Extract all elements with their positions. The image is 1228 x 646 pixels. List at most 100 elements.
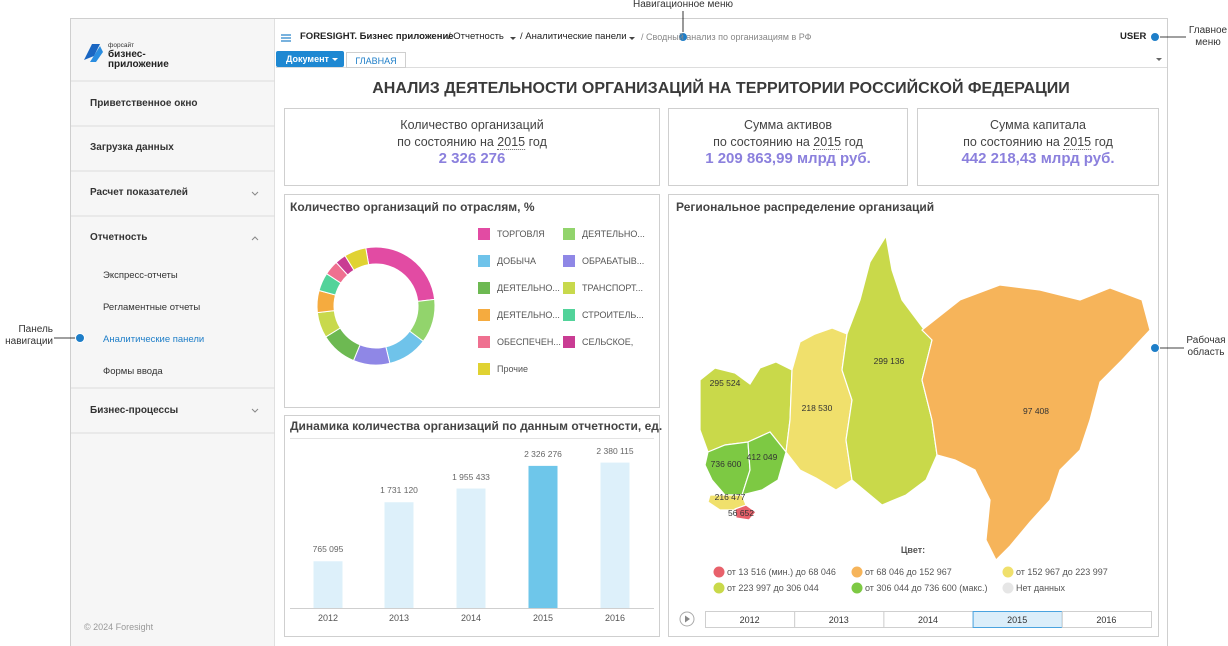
kpi-prefix: по состоянию на <box>713 135 810 149</box>
bar <box>456 488 486 608</box>
panel <box>284 194 660 408</box>
play-icon <box>685 615 690 623</box>
kpi-suffix: год <box>844 135 863 149</box>
legend-label: от 223 997 до 306 044 <box>727 583 819 593</box>
kpi-year[interactable]: 2015 <box>497 135 526 150</box>
bar-label: 765 095 <box>312 544 344 555</box>
tab[interactable] <box>346 52 406 68</box>
legend-swatch <box>713 566 725 578</box>
breadcrumb-text[interactable]: Аналитические панели <box>525 31 627 42</box>
donut-slice <box>344 247 370 271</box>
toolbar-caret[interactable] <box>1156 58 1162 61</box>
region-label: 299 136 <box>873 356 905 366</box>
document-button[interactable] <box>276 51 344 67</box>
bar <box>313 561 343 608</box>
legend-label: от 68 046 до 152 967 <box>865 567 952 577</box>
bar-label: 1 731 120 <box>380 485 418 496</box>
kpi-card <box>668 108 908 186</box>
legend-label: от 306 044 до 736 600 (макс.) <box>865 583 988 593</box>
region-label: 56 652 <box>728 508 754 518</box>
legend-swatch <box>478 282 490 294</box>
logo-icon <box>90 46 103 62</box>
bar <box>528 465 558 608</box>
legend-label: ДЕЯТЕЛЬНО... <box>497 310 560 320</box>
kpi-value: 442 218,43 млрд руб. <box>961 150 1115 167</box>
sidebar-separators <box>71 80 275 434</box>
tab-label[interactable]: ГЛАВНАЯ <box>355 56 397 66</box>
legend-title: Цвет: <box>900 545 926 555</box>
callout-text: Навигационное меню <box>633 0 733 10</box>
x-tick-label: 2015 <box>532 613 554 623</box>
dropdown-caret[interactable] <box>510 37 516 40</box>
dropdown-caret[interactable] <box>629 37 635 40</box>
breadcrumb-text[interactable]: Отчетность <box>453 31 504 42</box>
legend-label: Нет данных <box>1016 583 1065 593</box>
region-label: 216 477 <box>714 492 746 502</box>
region-label: 97 408 <box>1023 406 1049 416</box>
year-cell[interactable] <box>1061 611 1153 628</box>
kpi-year[interactable]: 2015 <box>1063 135 1092 150</box>
legend-label: ОБРАБАТЫВ... <box>582 256 645 266</box>
region-label: 295 524 <box>709 378 741 388</box>
legend-swatch <box>1002 582 1014 594</box>
nav-subitem[interactable]: Регламентные отчеты <box>103 302 201 313</box>
kpi-value: 2 326 276 <box>438 150 506 167</box>
kpi-title: Количество организаций <box>400 118 544 132</box>
nav-item[interactable]: Отчетность <box>90 232 148 243</box>
kpi-prefix: по состоянию на <box>397 135 494 149</box>
region-label: 218 530 <box>801 403 833 413</box>
legend-swatch <box>851 566 863 578</box>
logo-icon <box>84 44 100 60</box>
legend-label: ТОРГОВЛЯ <box>497 229 545 239</box>
callout-text: Главное меню <box>1188 25 1228 48</box>
bar <box>600 462 630 608</box>
bar-label: 2 326 276 <box>524 448 562 459</box>
legend-swatch <box>563 228 575 240</box>
legend-swatch <box>478 228 490 240</box>
kpi-period: по состоянию на 2015 год <box>397 134 547 150</box>
legend-label: ОБЕСПЕЧЕН... <box>497 337 561 347</box>
region-label: 736 600 <box>710 459 742 469</box>
map-region <box>741 431 787 496</box>
callout-text: Панель навигации <box>5 324 53 347</box>
kpi-year[interactable]: 2015 <box>813 135 842 150</box>
document-label[interactable]: Документ <box>286 54 329 64</box>
breadcrumb: / Сводный анализ по организациям в РФ <box>641 32 812 42</box>
legend-swatch <box>478 336 490 348</box>
nav-subitem[interactable]: Формы ввода <box>103 366 163 377</box>
kpi-title: Сумма активов <box>743 118 833 132</box>
hamburger[interactable] <box>281 34 291 42</box>
nav-subitem[interactable]: Аналитические панели <box>103 334 205 345</box>
breadcrumb[interactable]: / Аналитические панели <box>520 31 627 42</box>
kpi-suffix: год <box>528 135 547 149</box>
nav-item[interactable]: Расчет показателей <box>90 187 188 198</box>
legend-swatch <box>1002 566 1014 578</box>
user-menu[interactable]: USER <box>1120 31 1147 42</box>
x-tick-label: 2013 <box>388 613 410 623</box>
logo-brand: форсайт <box>108 42 135 49</box>
year-label: 2013 <box>828 615 849 625</box>
legend-swatch <box>563 282 575 294</box>
app-name[interactable]: FORESIGHT. Бизнес приложение <box>300 31 454 42</box>
app-frame <box>70 18 1168 646</box>
dashboard-title: АНАЛИЗ ДЕЯТЕЛЬНОСТИ ОРГАНИЗАЦИЙ НА ТЕРРИ… <box>372 80 1070 97</box>
kpi-title: Сумма капитала <box>990 118 1086 132</box>
legend-label: ТРАНСПОРТ... <box>582 283 643 293</box>
legend-swatch <box>713 582 725 594</box>
logo-text: бизнес- <box>108 49 146 60</box>
nav-item[interactable]: Приветственное окно <box>90 98 198 109</box>
map-region <box>921 284 1151 562</box>
legend-label: СЕЛЬСКОЕ, <box>582 337 634 347</box>
nav-subitem[interactable]: Экспресс-отчеты <box>103 270 178 281</box>
legend-label: от 152 967 до 223 997 <box>1016 567 1108 577</box>
map-region <box>734 504 757 521</box>
nav-item[interactable]: Загрузка данных <box>90 142 174 153</box>
breadcrumb[interactable]: / Отчетность <box>448 31 504 42</box>
kpi-value: 1 209 863,99 млрд руб. <box>705 150 871 167</box>
sidebar <box>71 19 275 646</box>
kpi-card <box>284 108 660 186</box>
callout-text: Рабочая область <box>1186 335 1226 358</box>
kpi-suffix: год <box>1094 135 1113 149</box>
nav-item[interactable]: Бизнес-процессы <box>90 405 179 416</box>
